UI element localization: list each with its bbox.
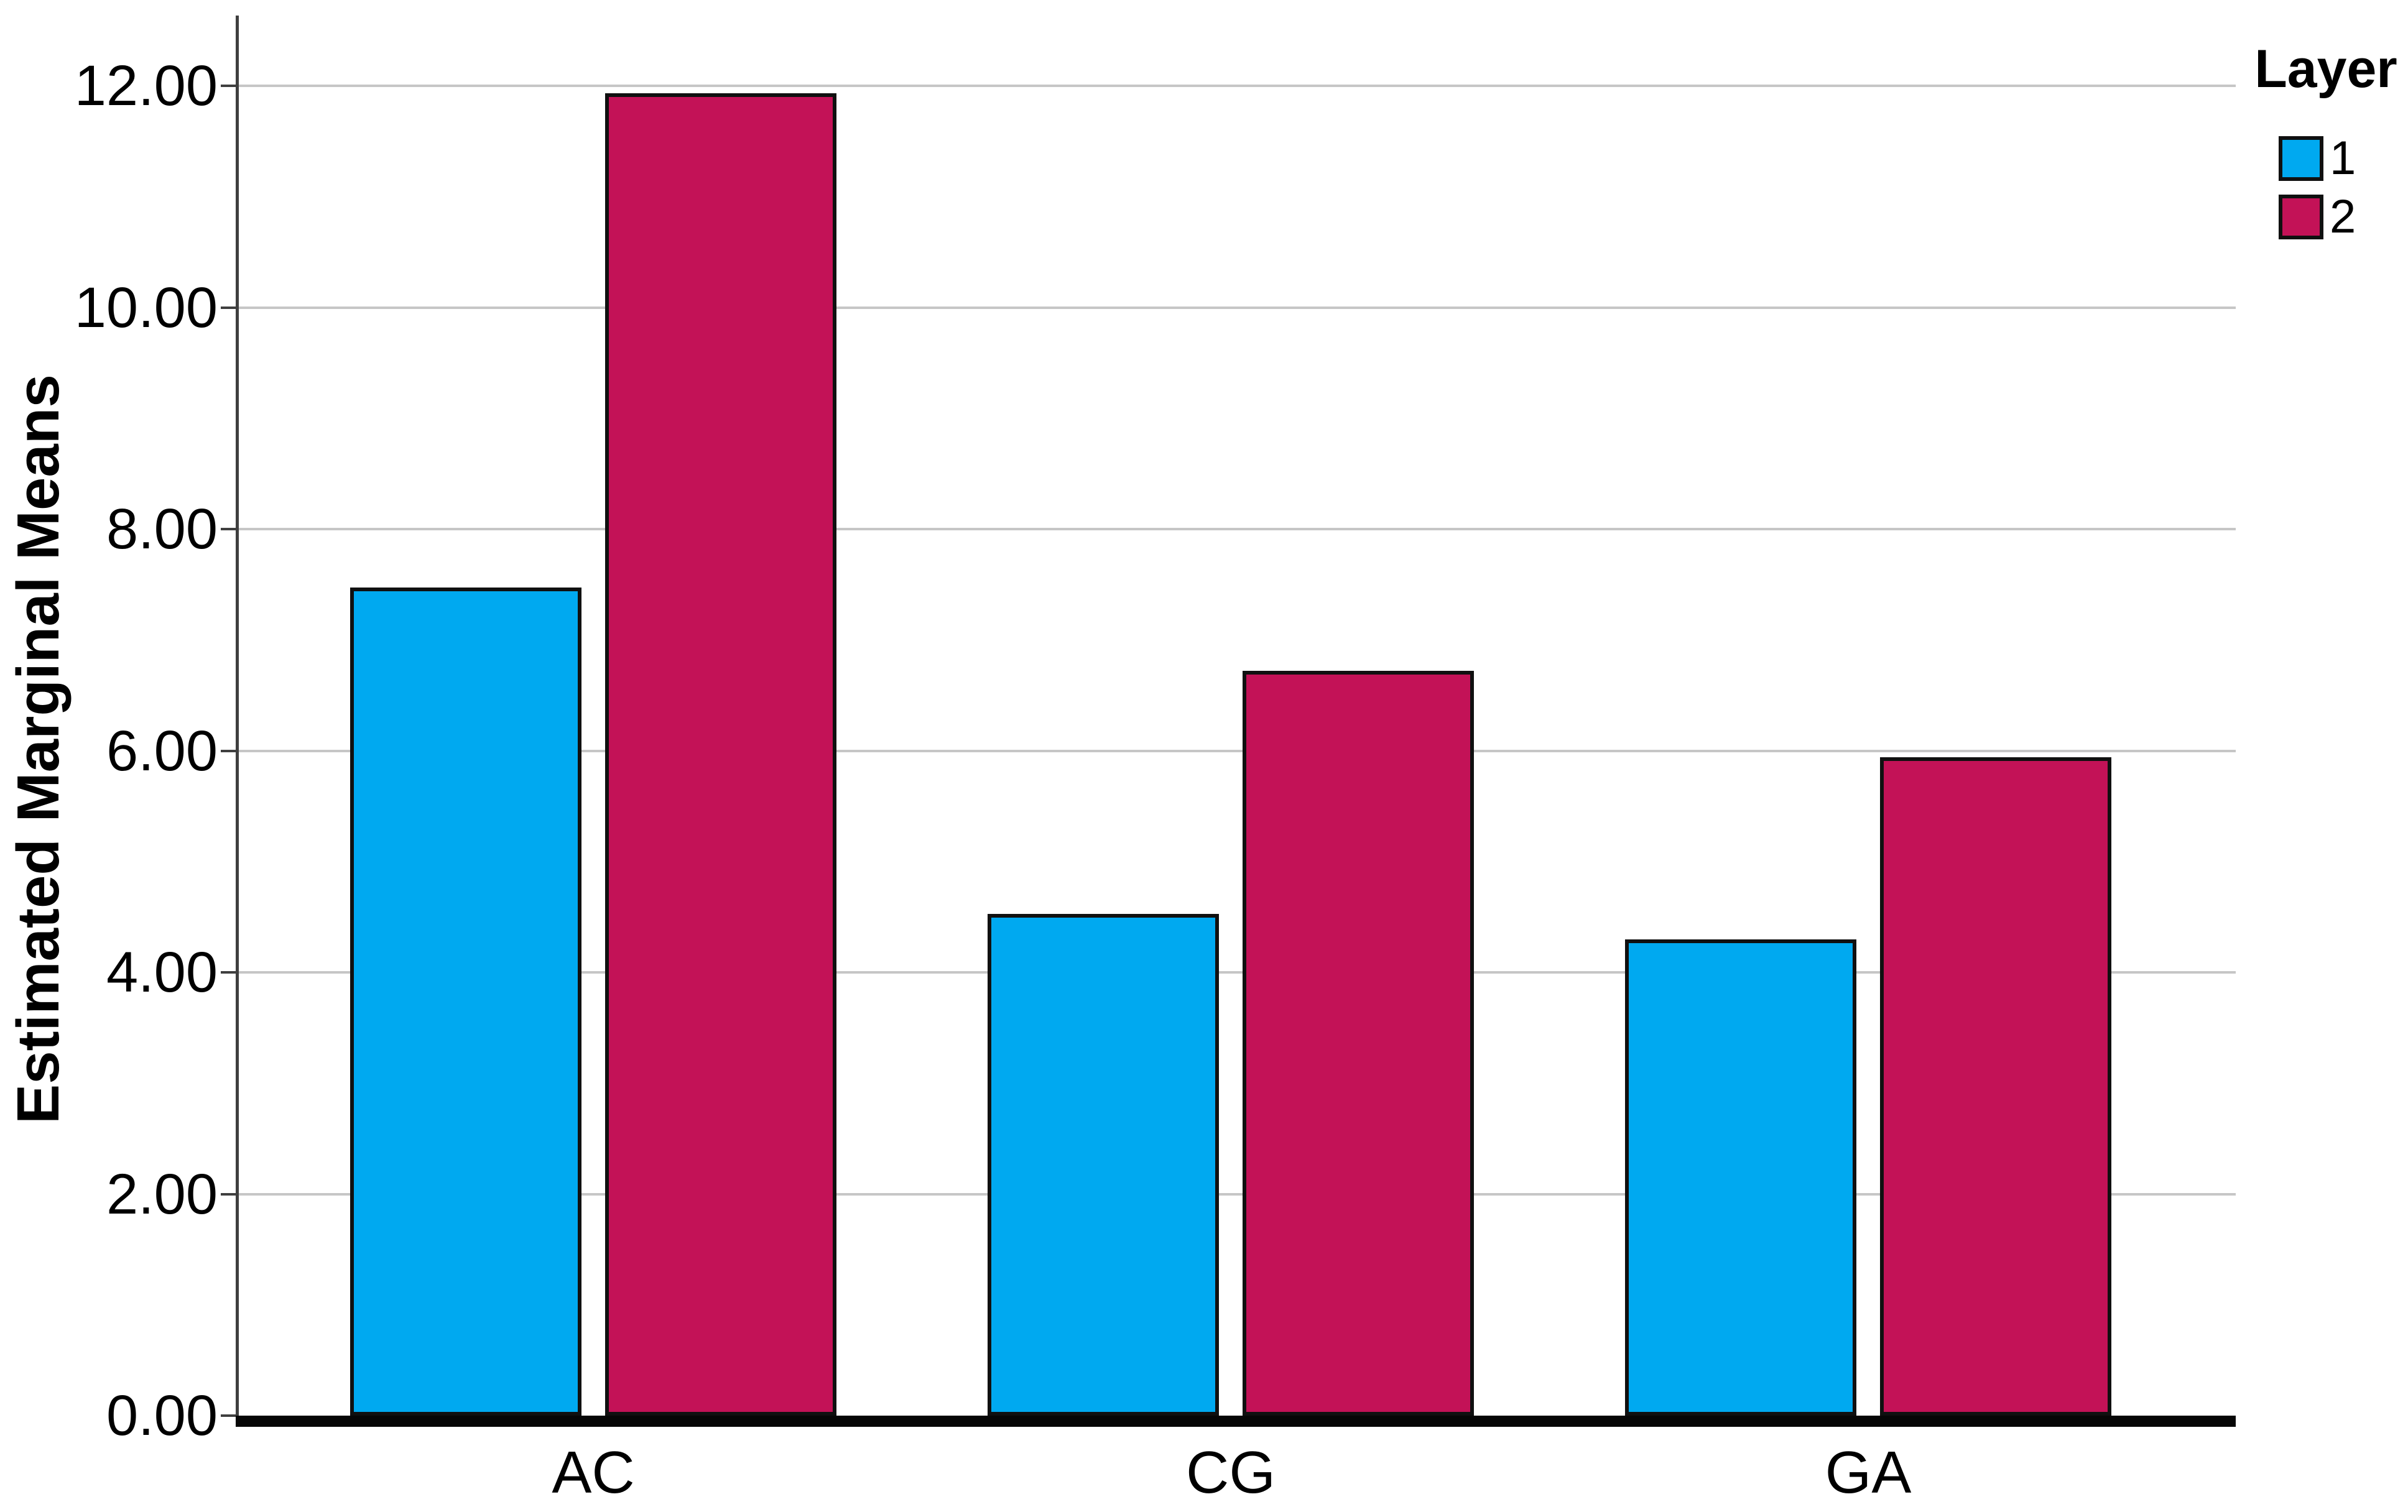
gridline — [238, 971, 2236, 974]
bar-ac-layer-2 — [605, 93, 836, 1416]
y-axis-tick — [221, 528, 238, 530]
y-axis-tick — [221, 749, 238, 752]
y-axis-tick — [221, 1192, 238, 1196]
bar-ac-layer-1 — [350, 588, 581, 1416]
y-axis-tick — [221, 306, 238, 309]
y-tick-label: 8.00 — [106, 497, 218, 561]
legend-entry-layer-2: 2 — [2279, 190, 2406, 243]
gridline — [238, 528, 2236, 530]
legend-title: Layer — [2254, 39, 2397, 99]
y-tick-label: 2.00 — [106, 1162, 218, 1226]
bar-ga-layer-1 — [1625, 939, 1856, 1416]
x-tick-label-cg: CG — [1186, 1439, 1276, 1506]
y-tick-label: 4.00 — [106, 941, 218, 1004]
gridline — [238, 749, 2236, 752]
gridline — [238, 306, 2236, 309]
legend-swatch-layer-1 — [2279, 136, 2323, 181]
x-tick-label-ac: AC — [552, 1439, 635, 1506]
y-tick-label: 0.00 — [106, 1384, 218, 1447]
y-axis-tick — [221, 1414, 238, 1417]
legend-swatch-layer-2 — [2279, 195, 2323, 239]
y-tick-label: 6.00 — [106, 719, 218, 783]
x-tick-label-ga: GA — [1825, 1439, 1912, 1506]
legend-label-layer-2: 2 — [2330, 190, 2356, 243]
legend-label-layer-1: 1 — [2330, 132, 2356, 185]
y-axis-line — [236, 16, 239, 1416]
gridline — [238, 1192, 2236, 1196]
y-tick-label: 12.00 — [74, 54, 218, 118]
bar-cg-layer-2 — [1243, 671, 1474, 1416]
bar-cg-layer-1 — [988, 913, 1219, 1416]
x-axis-line — [236, 1416, 2236, 1427]
y-axis-tick — [221, 971, 238, 974]
legend-entry-layer-1: 1 — [2279, 132, 2406, 185]
y-tick-label: 10.00 — [74, 275, 218, 339]
bar-ga-layer-2 — [1880, 757, 2111, 1416]
gridline — [238, 85, 2236, 87]
y-axis-tick — [221, 85, 238, 87]
